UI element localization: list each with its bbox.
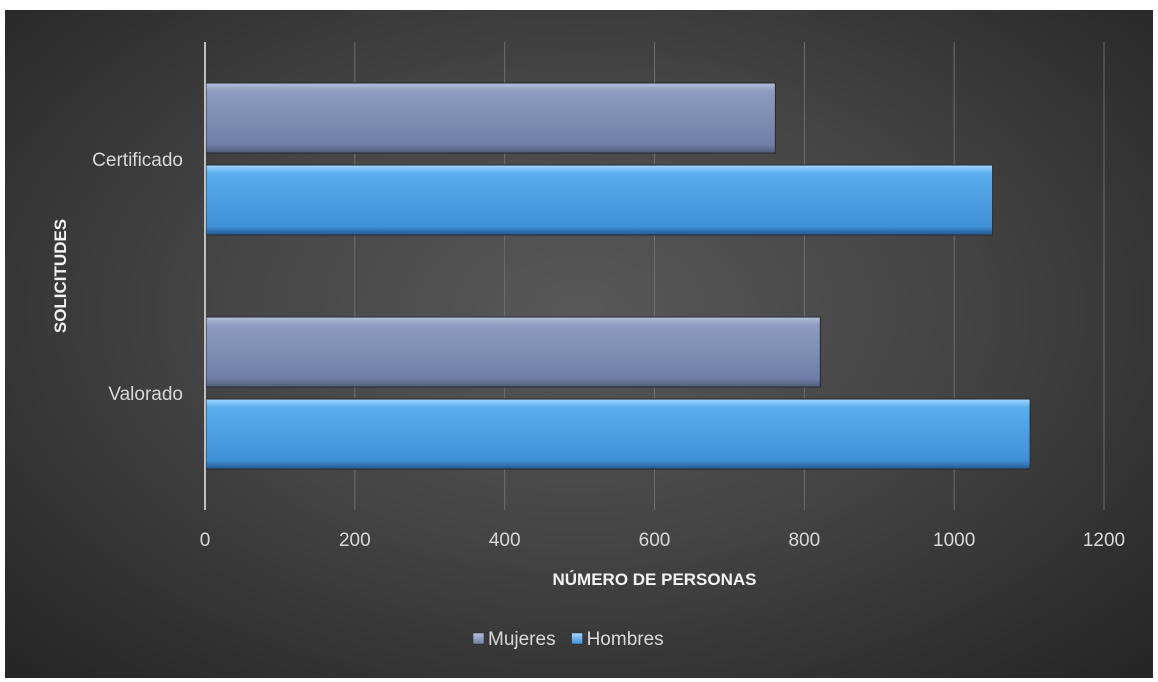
x-tick-label: 1000	[933, 530, 975, 551]
legend-swatch-hombres	[571, 632, 583, 645]
bar-hombres-certificado	[205, 164, 994, 236]
legend: Mujeres Hombres	[472, 629, 664, 650]
x-tick-label: 1200	[1083, 530, 1125, 551]
x-tick-label: 200	[339, 530, 371, 551]
x-tick-label: 800	[788, 530, 820, 551]
legend-label-hombres: Hombres	[587, 629, 664, 650]
bar-mujeres-certificado	[205, 82, 776, 154]
chart-frame: 0 200 400 600 800 1000 1200 Certificado Valorad…	[5, 10, 1153, 678]
x-tick-label: 400	[489, 530, 521, 551]
x-tick-label: 600	[639, 530, 671, 551]
legend-label-mujeres: Mujeres	[488, 629, 556, 650]
category-label: Valorado	[108, 384, 183, 405]
y-axis-title: SOLICITUDES	[51, 219, 70, 333]
category-label: Certificado	[92, 150, 183, 171]
x-tick-labels: 0 200 400 600 800 1000 1200	[200, 530, 1125, 551]
legend-swatch-mujeres	[472, 632, 485, 645]
category-labels: Certificado Valorado	[92, 150, 183, 405]
bar-hombres-valorado	[205, 398, 1031, 470]
x-tick-label: 0	[200, 530, 211, 551]
x-axis-title: NÚMERO DE PERSONAS	[552, 570, 756, 589]
bar-mujeres-valorado	[205, 316, 821, 388]
chart-svg: 0 200 400 600 800 1000 1200 Certificado Valorad…	[51, 42, 1125, 650]
bars	[205, 82, 1031, 470]
